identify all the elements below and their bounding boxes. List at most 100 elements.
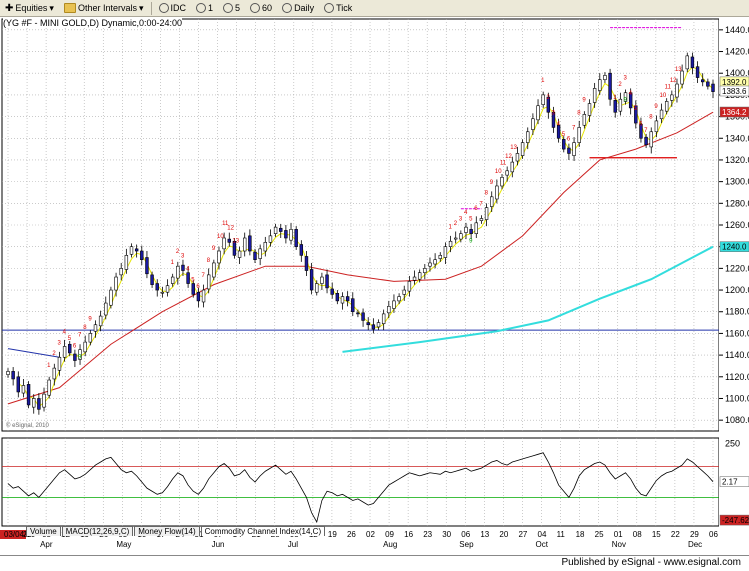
td-count-label: 8: [207, 258, 211, 264]
candle: [618, 98, 623, 112]
candle: [464, 226, 468, 233]
candle: [299, 244, 304, 256]
toolbar-label: Daily: [294, 3, 315, 13]
candle: [469, 229, 473, 234]
toolbar-button-60[interactable]: 60: [247, 0, 275, 16]
price-tick-label: 1400.0: [725, 68, 749, 78]
toolbar-label: Other Intervals: [77, 3, 137, 13]
price-tick-label: 1320.0: [725, 155, 749, 165]
candle: [433, 259, 437, 265]
date-tick-label: 19: [328, 530, 337, 539]
td-count-label: 6: [639, 121, 643, 127]
cci-label: -247.62: [722, 516, 749, 525]
candle: [232, 240, 237, 256]
td-count-label: 10: [660, 93, 667, 99]
circle-icon: [282, 3, 293, 13]
td-count-label: 1: [541, 78, 545, 84]
candle: [196, 291, 201, 302]
td-count-label: 9: [212, 246, 216, 252]
candle: [438, 255, 442, 259]
candle: [52, 367, 57, 380]
td-count-label: 11: [665, 84, 672, 90]
candle: [402, 289, 406, 295]
date-tick-label: 02: [366, 530, 375, 539]
price-axis-bg: [719, 17, 749, 555]
candle: [155, 283, 159, 291]
toolbar-button-tick[interactable]: Tick: [321, 0, 355, 16]
price-label: 1383.6: [722, 87, 747, 96]
cci-tick-label: 250: [725, 439, 740, 449]
moving-average-red: [7, 111, 714, 405]
month-label: Dec: [688, 540, 702, 549]
price-tick-label: 1100.0: [725, 393, 749, 403]
date-tick-label: 13: [480, 530, 489, 539]
price-label-bg: [719, 106, 749, 118]
indicator-tab[interactable]: Money Flow(14): [134, 526, 200, 536]
candle: [165, 285, 170, 293]
candle: [515, 153, 520, 162]
watermark: © eSignal, 2010: [6, 422, 49, 429]
candle: [556, 124, 561, 139]
candle: [474, 222, 478, 234]
td-count-label: 2: [454, 221, 458, 227]
price-chart[interactable]: 1080.01100.01120.01140.01160.01180.01200…: [0, 17, 749, 555]
td-count-label: 1: [171, 260, 175, 266]
candle: [150, 274, 154, 285]
candle: [206, 274, 211, 290]
candle: [340, 296, 345, 304]
candle: [351, 298, 355, 313]
date-tick-label: 18: [576, 530, 585, 539]
circle-icon: [196, 3, 207, 13]
candle: [289, 229, 293, 241]
date-tick-label: 16: [404, 530, 413, 539]
indicator-tab[interactable]: Volume: [26, 526, 61, 536]
candle: [98, 315, 103, 327]
date-tick-label: 27: [518, 530, 527, 539]
candle: [273, 226, 278, 234]
indicator-tab[interactable]: MACD(12,26,9,C): [61, 526, 134, 536]
td-count-label: 7: [644, 128, 648, 134]
toolbar-button-other-intervals[interactable]: Other Intervals ▾: [61, 0, 147, 16]
candle: [37, 398, 41, 410]
td-count-label: 5: [469, 217, 473, 223]
candle: [392, 300, 396, 309]
candle: [227, 238, 231, 243]
price-label-bg: [719, 85, 749, 97]
candle: [541, 94, 545, 105]
month-label: May: [116, 540, 131, 549]
td-count-label: 1: [613, 95, 617, 101]
candle: [16, 376, 20, 393]
td-setup-label: 9: [624, 97, 628, 103]
toolbar-button-1[interactable]: 1: [193, 0, 216, 16]
td-count-label: 6: [567, 136, 571, 142]
cci-label-bg: [719, 514, 749, 526]
toolbar-button-5[interactable]: 5: [220, 0, 243, 16]
candle: [284, 230, 288, 239]
candle: [6, 371, 10, 375]
candle: [428, 262, 432, 267]
td-count-label: 9: [654, 104, 658, 110]
candle: [325, 274, 329, 289]
candle: [582, 114, 587, 126]
indicator-tab[interactable]: Commodity Channel Index(14,C): [200, 526, 326, 536]
toolbar-button-idc[interactable]: IDC: [156, 0, 190, 16]
price-tick-label: 1440.0: [725, 25, 749, 35]
price-tick-label: 1420.0: [725, 47, 749, 57]
candle: [217, 250, 221, 264]
candle: [551, 111, 556, 128]
td-count-label: 4: [63, 329, 67, 335]
moving-average-cyan: [342, 245, 714, 353]
candle: [248, 235, 252, 252]
td-count-label: 2: [618, 82, 622, 88]
toolbar-label: 1: [208, 3, 214, 13]
toolbar-button-equities[interactable]: ✚ Equities ▾: [2, 0, 57, 16]
td-count-label: 2: [176, 249, 180, 255]
td-count-label: 3: [551, 110, 555, 116]
price-label: 1240.0: [722, 243, 747, 252]
date-tick-label: 04: [538, 530, 547, 539]
circle-icon: [158, 3, 169, 13]
price-tick-label: 1340.0: [725, 133, 749, 143]
candle: [140, 250, 144, 260]
toolbar-button-daily[interactable]: Daily: [279, 0, 317, 16]
date-tick-label: 06: [709, 530, 718, 539]
